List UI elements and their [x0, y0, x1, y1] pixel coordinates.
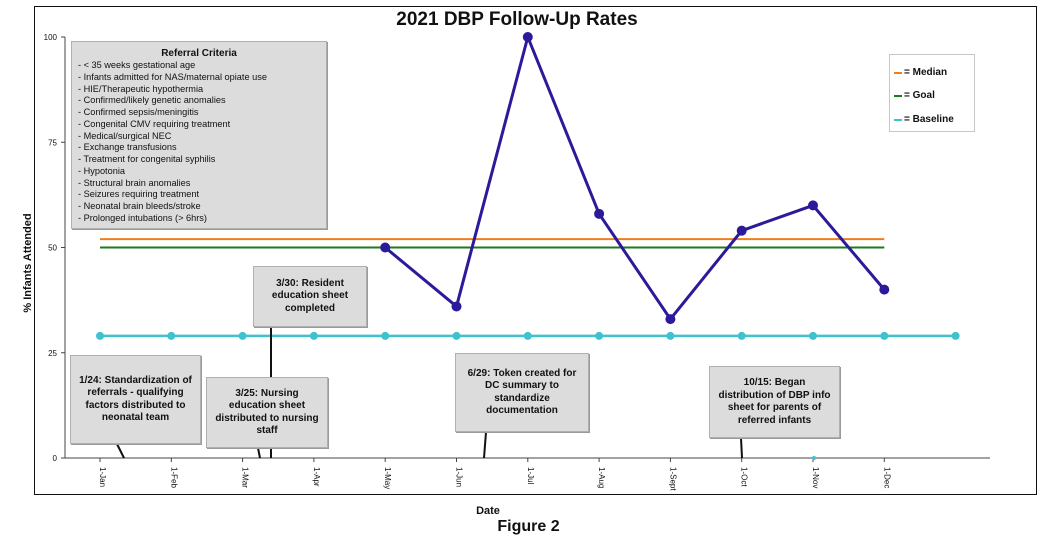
y-axis-title: % Infants Attended [22, 213, 34, 312]
x-tick-label: 1-Nov [811, 467, 820, 488]
x-tick-label: 1-Sept [668, 467, 677, 491]
baseline-marker [96, 331, 104, 340]
baseline-marker [523, 331, 532, 340]
referral-criteria-item: - Confirmed/likely genetic anomalies [78, 95, 226, 106]
referral-criteria-item: - Exchange transfusions [78, 142, 177, 153]
annotation-resident-education: 3/30: Resident education sheet completed [253, 266, 367, 327]
axis-dot-marker [812, 456, 816, 460]
x-tick-label: 1-Jun [455, 467, 464, 487]
referral-criteria-item: - Infants admitted for NAS/maternal opia… [78, 71, 267, 82]
follow-up-rate-point [665, 314, 676, 325]
referral-criteria-item: - Congenital CMV requiring treatment [78, 118, 231, 129]
referral-criteria-item: - Treatment for congenital syphilis [78, 154, 216, 164]
referral-criteria-item: - Confirmed sepsis/meningitis [78, 107, 199, 117]
annotation-referral-standardization: 1/24: Standardization of referrals - qua… [70, 355, 201, 444]
legend-label-median: = Median [904, 67, 948, 78]
referral-criteria-box: Referral Criteria - < 35 weeks gestation… [71, 41, 327, 229]
follow-up-rate-point [879, 284, 890, 295]
follow-up-rate-point [594, 208, 605, 219]
baseline-marker [880, 331, 889, 340]
referral-criteria-item: - HIE/Therapeutic hypothermia [78, 83, 204, 94]
baseline-marker [309, 331, 318, 340]
annotation-pointer-a1-pointer [116, 443, 125, 459]
annotation-dc-summary-token: 6/29: Token created for DC summary to st… [455, 353, 589, 432]
annotation-pointer-a2-pointer [257, 447, 261, 459]
legend-item-median: = Median [894, 67, 947, 78]
legend-swatch-baseline [894, 118, 902, 121]
follow-up-rate-point [808, 200, 818, 211]
y-tick-label: 75 [48, 138, 57, 147]
baseline-marker [452, 331, 461, 340]
x-axis-title: Date [476, 505, 500, 517]
x-tick-label: 1-Feb [169, 467, 178, 488]
annotation-pointer-a4-pointer [483, 431, 487, 459]
x-tick-label: 1-May [383, 467, 392, 489]
chart-frame [34, 6, 1037, 495]
y-tick-label: 0 [53, 454, 58, 463]
referral-criteria-item: - Seizures requiring treatment [78, 189, 200, 200]
legend-swatch-median [894, 71, 902, 74]
annotation-pointer-a5-pointer [740, 437, 743, 459]
annotation-parent-info-sheet: 10/15: Began distribution of DBP info sh… [709, 366, 840, 438]
baseline-marker [809, 331, 817, 340]
baseline-marker [595, 331, 604, 340]
annotation-nursing-education: 3/25: Nursing education sheet distribute… [206, 377, 328, 448]
legend-item-goal: = Goal [894, 90, 935, 101]
follow-up-rate-point [522, 32, 533, 42]
referral-criteria-item: - Structural brain anomalies [78, 177, 191, 188]
x-tick-label: 1-Oct [740, 467, 749, 487]
chart-title: 2021 DBP Follow-Up Rates [396, 9, 637, 30]
legend: = Median = Goal = Baseline [889, 54, 975, 132]
baseline-marker [238, 331, 247, 340]
baseline-marker [167, 331, 176, 340]
x-tick-label: 1-Apr [312, 467, 321, 487]
referral-criteria-item: - Hypotonia [78, 165, 125, 176]
legend-label-baseline: = Baseline [904, 114, 954, 125]
referral-criteria-item: - Prolonged intubations (> 6hrs) [78, 212, 207, 223]
baseline-marker [737, 331, 746, 340]
figure-label: Figure 2 [497, 518, 560, 535]
follow-up-rate-line [384, 32, 886, 322]
y-tick-label: 50 [48, 244, 57, 253]
referral-criteria-title: Referral Criteria [161, 48, 237, 59]
follow-up-rate-point [736, 225, 747, 236]
y-tick-label: 100 [44, 33, 58, 42]
x-tick-label: 1-Jan [98, 467, 107, 487]
baseline-marker [951, 331, 960, 340]
x-tick-label: 1-Mar [241, 467, 250, 488]
legend-swatch-goal [894, 94, 902, 97]
referral-criteria-item: - Medical/surgical NEC [78, 130, 172, 141]
follow-up-rate-point [380, 242, 391, 253]
legend-item-baseline: = Baseline [894, 114, 954, 125]
x-tick-label: 1-Jul [526, 467, 535, 485]
baseline-marker [666, 331, 675, 340]
x-tick-label: 1-Aug [597, 467, 606, 488]
referral-criteria-list: - < 35 weeks gestational age - Infants ad… [78, 60, 320, 225]
y-tick-label: 25 [48, 349, 57, 358]
follow-up-rate-point [451, 301, 462, 312]
x-tick-label: 1-Dec [882, 467, 891, 488]
legend-label-goal: = Goal [904, 90, 935, 101]
referral-criteria-item: - Neonatal brain bleeds/stroke [78, 201, 201, 211]
baseline-marker [381, 331, 390, 340]
referral-criteria-item: - < 35 weeks gestational age [78, 60, 196, 70]
